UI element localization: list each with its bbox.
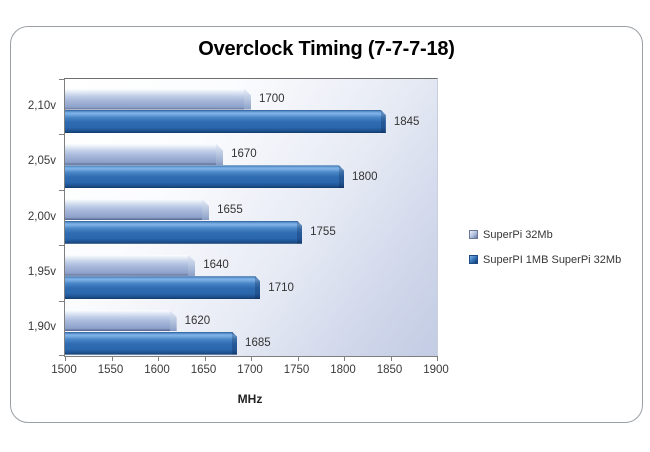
y-axis-tick — [59, 245, 65, 246]
y-axis-label: 1,90v — [27, 321, 56, 334]
bar-superpi-32mb — [65, 89, 251, 110]
bar-value-label: 1800 — [352, 170, 378, 183]
x-axis-tick-label: 1600 — [144, 364, 170, 376]
bar-value-label: 1620 — [184, 314, 211, 327]
legend-item: SuperPI 1MB SuperPi 32Mb — [469, 253, 621, 266]
x-axis-tick-label: 1700 — [237, 364, 263, 376]
bar-superpi-32mb — [65, 199, 209, 220]
x-axis-tick — [65, 356, 66, 361]
x-axis-tick-label: 1800 — [330, 364, 356, 376]
bar-value-label: 1655 — [217, 203, 243, 216]
bar-value-label: 1710 — [268, 281, 294, 294]
bar-superpi-32mb — [65, 255, 195, 276]
bar-superpi-1mb-superpi-32mb — [65, 332, 237, 355]
bar-value-label: 1640 — [203, 259, 229, 272]
x-axis-tick — [158, 356, 159, 361]
legend-label: SuperPi 32Mb — [483, 228, 553, 241]
x-axis-tick-label: 1550 — [97, 364, 124, 376]
bar-value-label: 1670 — [231, 148, 257, 161]
chart-frame: Overclock Timing (7-7-7-18) 1700 1845 1670… — [10, 26, 643, 423]
legend-swatch-superpi-1mb-superpi-32mb — [469, 255, 478, 264]
bar-superpi-32mb — [65, 310, 177, 331]
x-axis-tick-label: 1750 — [283, 364, 310, 376]
x-axis-tick — [251, 356, 252, 361]
bar-superpi-32mb — [65, 144, 223, 165]
y-axis-tick — [59, 190, 65, 191]
bar-superpi-1mb-superpi-32mb — [65, 276, 260, 299]
y-axis-tick — [59, 79, 65, 80]
x-axis-tick-label: 1650 — [190, 364, 217, 376]
x-axis-tick-label: 1850 — [376, 364, 403, 376]
y-axis-tick — [59, 355, 65, 356]
bar-value-label: 1685 — [245, 337, 271, 350]
y-axis-label: 2,00v — [27, 210, 56, 223]
x-axis-tick-label: 1900 — [423, 364, 449, 376]
bar-superpi-1mb-superpi-32mb — [65, 221, 302, 244]
y-axis-label: 1,95v — [27, 265, 56, 278]
x-axis-tick — [298, 356, 299, 361]
legend-swatch-superpi-32mb — [469, 230, 478, 239]
x-axis-tick — [437, 356, 438, 361]
bar-value-label: 1845 — [393, 115, 420, 128]
legend-item: SuperPi 32Mb — [469, 228, 621, 241]
y-axis-label: 2,05v — [27, 155, 56, 168]
x-axis-tick — [391, 356, 392, 361]
plot-area: 1700 1845 1670 1800 1655 1755 1640 1710 1620 1685 — [59, 78, 438, 361]
legend-label: SuperPI 1MB SuperPi 32Mb — [483, 253, 622, 266]
x-axis-tick — [344, 356, 345, 361]
bar-superpi-1mb-superpi-32mb — [65, 110, 386, 133]
x-axis-tick — [112, 356, 113, 361]
bar-superpi-1mb-superpi-32mb — [65, 165, 344, 188]
y-axis-tick — [59, 301, 65, 302]
bar-value-label: 1700 — [259, 93, 285, 105]
x-axis-tick-label: 1500 — [51, 364, 77, 376]
x-axis-tick — [205, 356, 206, 361]
legend: SuperPi 32Mb SuperPI 1MB SuperPi 32Mb — [469, 228, 621, 278]
bar-value-label: 1755 — [310, 226, 336, 239]
chart-title: Overclock Timing (7-7-7-18) — [198, 38, 455, 60]
x-axis-title: MHz — [237, 392, 263, 406]
y-axis-label: 2,10v — [27, 99, 56, 112]
y-axis-tick — [59, 134, 65, 135]
